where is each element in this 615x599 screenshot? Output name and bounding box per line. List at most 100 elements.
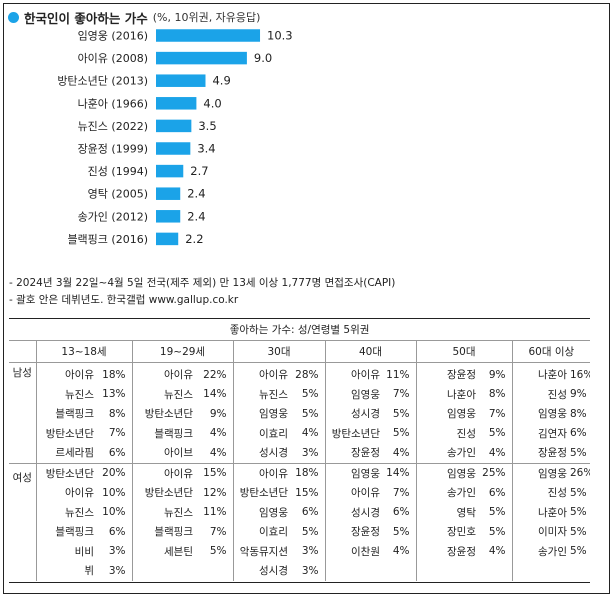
singer-name [324,561,383,581]
chart-subtitle: (%, 10위권, 자유응답) [152,11,261,24]
singer-name: 장윤정 [511,443,570,463]
singer-percent [479,561,512,581]
singer-name: 임영웅 [511,462,570,483]
category-label: 블랙핑크 (2016) [67,233,148,246]
singer-name: 나훈아 [415,384,479,404]
age-header: 40대 [324,340,416,363]
singer-name: 장윤정 [324,522,383,542]
singer-name: 아이브 [131,443,196,463]
age-header-row: 13~18세 19~29세 30대 40대 50대 60대 이상 [9,340,591,363]
singer-percent: 15% [196,462,233,483]
singer-percent: 3% [108,564,126,577]
singer-name: 뉴진스 [131,384,196,404]
bar [156,119,192,133]
singer-percent: 6% [570,427,587,440]
singer-percent: 7% [392,486,410,499]
chart-header: 한국인이 좋아하는 가수 (%, 10위권, 자유응답) [8,8,260,26]
table-row: 르세라핌 6% 아이브 4% 성시경 3% 장윤정 4% 송가인 4% 장윤정 5% [9,443,590,463]
value-label: 4.0 [203,96,221,110]
gender-label: 남성 [12,367,32,379]
singer-name: 아이유 [324,362,383,385]
chart-title: 한국인이 좋아하는 가수 [24,10,148,26]
bar [156,97,197,110]
singer-name: 송가인 [415,443,479,463]
survey-note: - 2024년 3월 22일~4월 5일 전국(제주 제외) 만 13세 이상 … [9,277,396,289]
singer-name: 악동뮤지션 [232,541,291,561]
value-label: 2.2 [185,232,203,246]
singer-percent [570,561,590,581]
value-label: 4.9 [212,74,230,88]
singer-percent: 4% [301,427,319,440]
singer-percent: 6% [108,525,126,538]
singer-name: 임영웅 [324,384,383,404]
value-label: 2.7 [190,164,208,178]
singer-percent: 7% [392,388,410,401]
category-label: 송가인 (2012) [78,210,148,223]
singer-name: 임영웅 [232,502,291,522]
singer-percent: 4% [488,446,506,459]
singer-percent: 8% [488,388,506,401]
source-note: - 괄호 안은 데뷔년도. 한국갤럽 www.gallup.co.kr [9,294,239,306]
singer-percent: 3% [301,545,319,558]
singer-percent: 4% [488,545,506,558]
singer-name: 아이유 [324,483,383,503]
singer-name: 장윤정 [415,541,479,561]
value-label: 3.5 [198,119,216,133]
singer-name [511,561,570,581]
age-header: 60대 이상 [511,340,591,363]
value-label: 10.3 [267,29,293,43]
table-row: 비비 3% 세븐틴 5% 악동뮤지션 3% 이찬원 4% 장윤정 4% 송가인 5% [9,541,590,561]
singer-percent: 10% [102,486,126,499]
singer-percent: 6% [392,506,410,519]
category-label: 방탄소년단 (2013) [57,75,148,88]
singer-name [131,561,196,581]
singer-name: 임영웅 [415,404,479,424]
singer-name: 성시경 [232,561,291,581]
bar-chart: 임영웅 (2016) 10.3 아이유 (2008) 9.0 방탄소년단 (2013) 4… [57,29,293,246]
singer-percent: 4% [392,446,410,459]
bar [156,142,191,155]
bar [156,210,181,223]
singer-name [415,561,479,581]
age-header: 50대 [415,340,512,363]
bar [156,187,181,200]
singer-name: 이효리 [232,522,291,542]
singer-percent: 5% [570,506,587,519]
value-label: 2.4 [187,209,205,223]
age-header: 19~29세 [131,340,233,363]
table-row: 뉴진스 10% 뉴진스 11% 임영웅 6% 성시경 6% 영탁 5% 나훈아 5% [9,502,590,522]
bar [156,51,247,65]
singer-name: 방탄소년단 [35,423,97,443]
singer-percent: 3% [301,446,319,459]
singer-name: 비비 [35,541,97,561]
singer-percent: 18% [102,368,126,381]
singer-percent: 11% [203,506,227,519]
singer-percent: 5% [570,486,587,499]
singer-name: 뉴진스 [131,502,196,522]
singer-name: 장민호 [415,522,479,542]
singer-name: 아이유 [232,362,291,385]
value-label: 3.4 [197,142,215,156]
singer-name: 르세라핌 [35,443,97,463]
singer-percent: 10% [102,506,126,519]
table-row: 블랙핑크 6% 블랙핑크 7% 이효리 5% 장윤정 5% 장민호 5% 이미자 5% [9,522,590,542]
singer-name: 진성 [511,384,570,404]
singer-percent: 25% [479,462,512,483]
singer-name: 송가인 [415,483,479,503]
singer-percent: 4% [209,446,227,459]
singer-name: 아이유 [131,362,196,385]
singer-percent: 7% [209,525,227,538]
singer-percent: 20% [97,462,132,483]
singer-name: 블랙핑크 [131,522,196,542]
singer-name: 아이유 [232,462,291,483]
bar [156,232,179,246]
singer-percent: 5% [570,446,587,459]
singer-percent: 8% [570,407,587,420]
table-row: 블랙핑크 8% 방탄소년단 9% 임영웅 5% 성시경 5% 임영웅 7% 임영웅 8% [9,404,590,424]
bar [156,164,184,178]
singer-name: 방탄소년단 [324,423,383,443]
singer-percent: 3% [301,564,319,577]
singer-percent: 5% [392,427,410,440]
singer-name: 임영웅 [511,404,570,424]
